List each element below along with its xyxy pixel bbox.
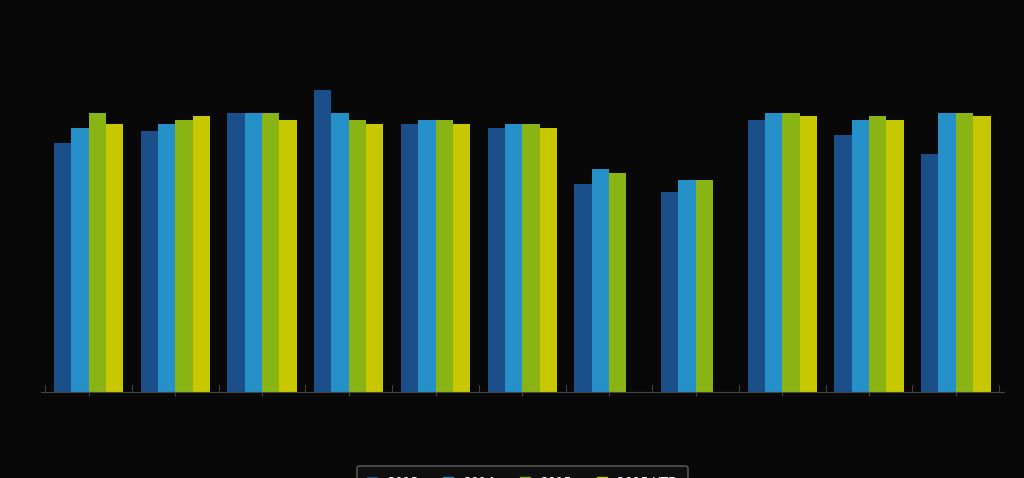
Bar bbox=[922, 154, 938, 392]
Legend: 2013, 2014, 2015, 2015 YTD: 2013, 2014, 2015, 2015 YTD bbox=[357, 466, 687, 478]
Bar bbox=[314, 90, 332, 392]
Bar bbox=[835, 135, 852, 392]
Bar bbox=[245, 112, 262, 392]
Bar bbox=[938, 112, 955, 392]
Bar bbox=[765, 112, 782, 392]
Bar bbox=[106, 124, 123, 392]
Bar bbox=[280, 120, 297, 392]
Bar bbox=[887, 120, 904, 392]
Bar bbox=[89, 112, 106, 392]
Bar bbox=[955, 112, 973, 392]
Bar bbox=[487, 128, 505, 392]
Bar bbox=[695, 181, 713, 392]
Bar bbox=[435, 120, 453, 392]
Bar bbox=[262, 112, 280, 392]
Bar bbox=[400, 124, 418, 392]
Bar bbox=[660, 192, 678, 392]
Bar bbox=[175, 120, 193, 392]
Bar bbox=[800, 116, 817, 392]
Bar bbox=[782, 112, 800, 392]
Bar bbox=[140, 131, 158, 392]
Bar bbox=[540, 128, 557, 392]
Bar bbox=[748, 120, 765, 392]
Bar bbox=[522, 124, 540, 392]
Bar bbox=[418, 120, 435, 392]
Bar bbox=[973, 116, 990, 392]
Bar bbox=[609, 173, 627, 392]
Bar bbox=[332, 112, 349, 392]
Bar bbox=[852, 120, 869, 392]
Bar bbox=[158, 124, 175, 392]
Bar bbox=[367, 124, 384, 392]
Bar bbox=[592, 169, 609, 392]
Bar bbox=[678, 181, 695, 392]
Bar bbox=[227, 112, 245, 392]
Bar bbox=[54, 143, 72, 392]
Bar bbox=[349, 120, 367, 392]
Bar bbox=[193, 116, 210, 392]
Bar bbox=[574, 185, 592, 392]
Bar bbox=[72, 128, 89, 392]
Bar bbox=[505, 124, 522, 392]
Bar bbox=[869, 116, 887, 392]
Bar bbox=[453, 124, 470, 392]
